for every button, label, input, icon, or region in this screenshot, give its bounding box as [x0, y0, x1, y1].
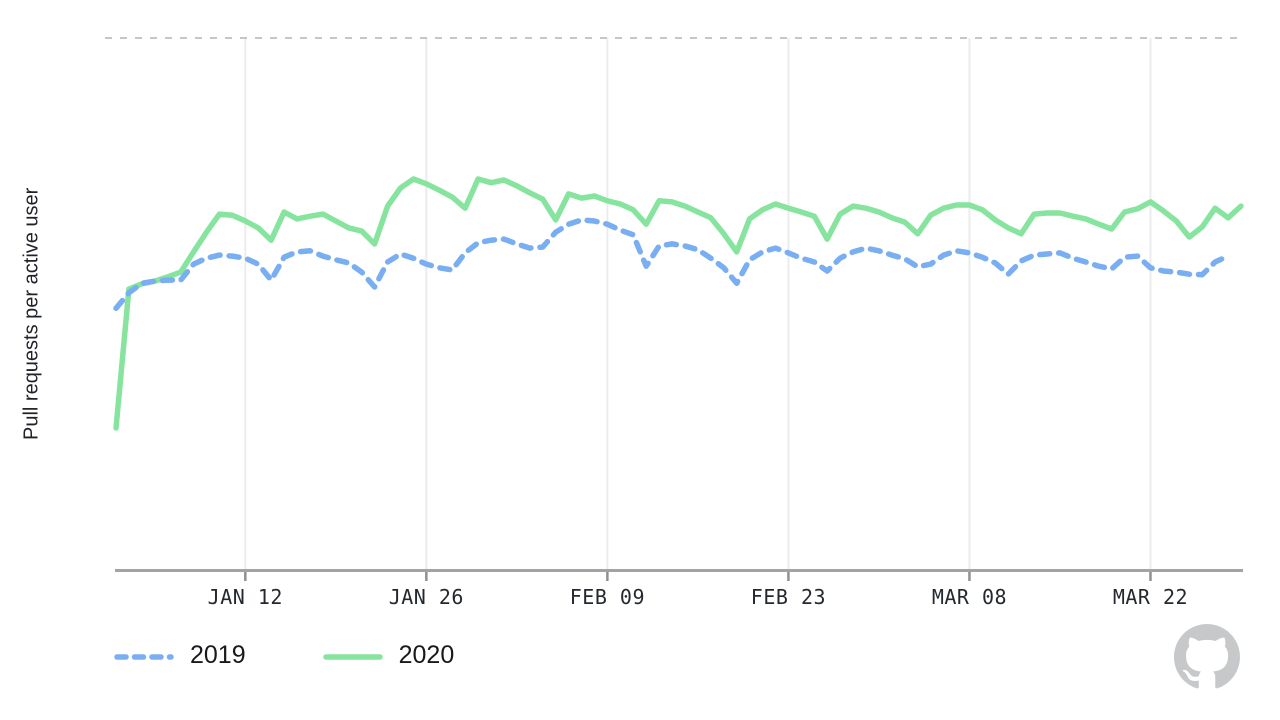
legend-swatch-2020-solid-line-icon	[322, 653, 383, 660]
chart-legend: 2019 2020	[113, 643, 454, 670]
x-axis-tick-label: JAN 12	[208, 585, 283, 609]
legend-item-2020: 2020	[322, 641, 455, 670]
legend-item-2019: 2019	[113, 643, 246, 670]
x-axis-tick-label: FEB 09	[570, 585, 645, 609]
legend-swatch-2019-dashed-line-icon	[114, 653, 174, 660]
legend-label-2019: 2019	[190, 641, 246, 669]
y-axis-label: Pull requests per active user	[20, 187, 43, 441]
series-line-2019	[113, 217, 1231, 312]
github-octocat-mark-path	[1174, 624, 1240, 689]
x-axis-tick-label: JAN 26	[389, 585, 464, 609]
x-axis-tick-label: MAR 08	[932, 585, 1007, 609]
series-line-2020	[113, 176, 1244, 431]
legend-label-2020: 2020	[398, 641, 455, 669]
github-logo-icon	[1174, 624, 1240, 689]
x-axis-tick-label: FEB 23	[751, 585, 826, 609]
x-axis-tick-label: MAR 22	[1113, 585, 1188, 609]
